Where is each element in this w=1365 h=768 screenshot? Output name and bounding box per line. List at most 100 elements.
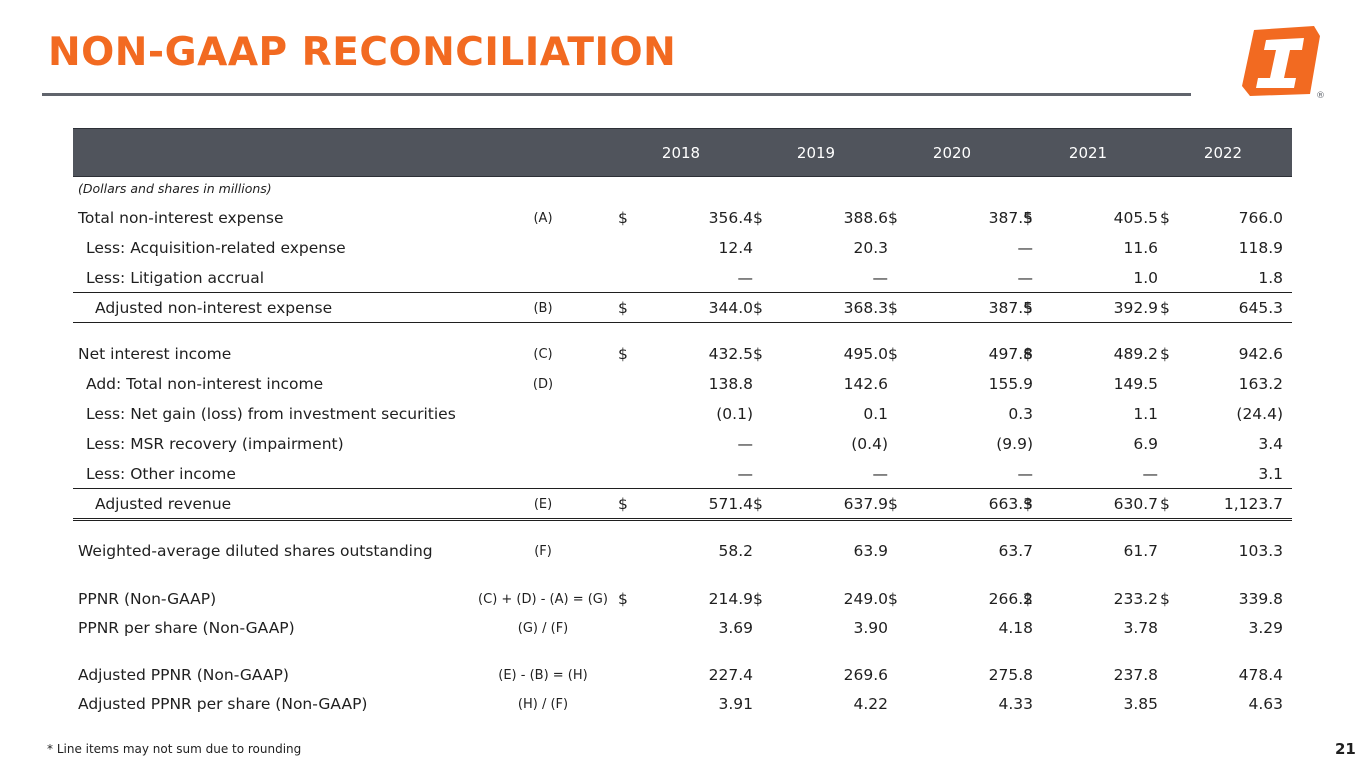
table-row: PPNR per share (Non-GAAP) (G) / (F) 3.69 3.… [73, 614, 1292, 642]
table-row: Add: Total non-interest income (D) 138.8 14… [73, 370, 1292, 398]
cell-value-2018: 3.91 [718, 695, 753, 713]
table-header: 2018 2019 2020 2021 2022 [73, 128, 1292, 177]
row-label: Less: Other income [86, 465, 236, 483]
cell-value-2021: 3.78 [1123, 619, 1158, 637]
cell-value-2020: 387.5 [988, 209, 1033, 227]
cell-value-2018: — [737, 269, 754, 287]
currency-symbol: $ [1023, 495, 1033, 513]
cell-value-2018: — [737, 465, 754, 483]
cell-value-2020: 155.9 [988, 375, 1033, 393]
cell-value-2021: 630.7 [1113, 495, 1158, 513]
cell-value-2019: 0.1 [863, 405, 888, 423]
cell-value-2021: 3.85 [1123, 695, 1158, 713]
cell-value-2018: 58.2 [718, 542, 753, 560]
currency-symbol: $ [1160, 495, 1170, 513]
row-reference: (G) / (F) [517, 621, 569, 636]
footnote: * Line items may not sum due to rounding [47, 742, 302, 756]
table-row: Less: Net gain (loss) from investment se… [73, 400, 1292, 428]
currency-symbol: $ [1023, 209, 1033, 227]
cell-value-2022: (24.4) [1236, 405, 1283, 423]
row-label: Total non-interest expense [78, 209, 284, 227]
currency-symbol: $ [888, 299, 898, 317]
cell-value-2022: 118.9 [1238, 239, 1283, 257]
table-row: Net interest income (C) $432.5 $495.0 $497.8… [73, 340, 1292, 368]
cell-value-2020: — [1017, 269, 1034, 287]
row-reference: (E) - (B) = (H) [498, 668, 588, 683]
currency-symbol: $ [753, 299, 763, 317]
cell-value-2019: — [872, 269, 889, 287]
table-row: PPNR (Non-GAAP) (C) + (D) - (A) = (G) $214… [73, 585, 1292, 613]
cell-value-2019: 495.0 [843, 345, 888, 363]
cell-value-2021: 1.0 [1133, 269, 1158, 287]
row-reference: (B) [533, 301, 553, 316]
cell-value-2019: 142.6 [843, 375, 888, 393]
currency-symbol: $ [1160, 209, 1170, 227]
cell-value-2020: 497.8 [988, 345, 1033, 363]
row-label: Adjusted PPNR per share (Non-GAAP) [78, 695, 368, 713]
cell-value-2022: 645.3 [1238, 299, 1283, 317]
row-label: Less: MSR recovery (impairment) [86, 435, 344, 453]
table-row: Adjusted PPNR per share (Non-GAAP) (H) / … [73, 690, 1292, 718]
row-label: Adjusted revenue [95, 495, 232, 513]
cell-value-2019: 63.9 [853, 542, 888, 560]
row-reference: (H) / (F) [517, 697, 569, 712]
cell-value-2022: 478.4 [1238, 666, 1283, 684]
cell-value-2022: 1.8 [1258, 269, 1283, 287]
currency-symbol: $ [888, 345, 898, 363]
cell-value-2021: 405.5 [1113, 209, 1158, 227]
cell-value-2020: 0.3 [1008, 405, 1033, 423]
table-row: Total non-interest expense (A) $356.4 $388.… [73, 204, 1292, 232]
row-reference: (C) + (D) - (A) = (G) [478, 592, 608, 607]
table-row: Less: Other income — — — — 3.1 [73, 460, 1292, 489]
cell-value-2019: 269.6 [843, 666, 888, 684]
currency-symbol: $ [618, 299, 628, 317]
cell-value-2018: 571.4 [708, 495, 753, 513]
currency-symbol: $ [888, 209, 898, 227]
registered-mark: ® [1316, 91, 1325, 100]
table-row: Adjusted revenue (E) $571.4 $637.9 $663.3 $63… [73, 490, 1292, 521]
cell-value-2020: 4.33 [998, 695, 1033, 713]
table-row: Less: Acquisition-related expense 12.4 20.… [73, 234, 1292, 262]
currency-symbol: $ [753, 345, 763, 363]
currency-symbol: $ [753, 209, 763, 227]
cell-value-2019: 249.0 [843, 590, 888, 608]
cell-value-2018: 3.69 [718, 619, 753, 637]
cell-value-2020: — [1017, 465, 1034, 483]
cell-value-2019: 3.90 [853, 619, 888, 637]
cell-value-2021: 6.9 [1133, 435, 1158, 453]
page-title: NON-GAAP RECONCILIATION [48, 30, 677, 75]
table-row: Less: Litigation accrual — — — 1.0 1.8 [73, 264, 1292, 293]
logo-letter [1256, 38, 1304, 88]
row-reference: (E) [533, 497, 553, 512]
cell-value-2019: 4.22 [853, 695, 888, 713]
row-label: Less: Net gain (loss) from investment se… [86, 405, 456, 423]
cell-value-2018: — [737, 435, 754, 453]
row-label: Net interest income [78, 345, 232, 363]
cell-value-2022: 942.6 [1238, 345, 1283, 363]
cell-value-2021: 149.5 [1113, 375, 1158, 393]
currency-symbol: $ [1160, 590, 1170, 608]
cell-value-2022: 339.8 [1238, 590, 1283, 608]
table-row: Less: MSR recovery (impairment) — (0.4) (9.… [73, 430, 1292, 458]
currency-symbol: $ [618, 495, 628, 513]
cell-value-2019: — [872, 465, 889, 483]
column-header-2022: 2022 [1203, 144, 1243, 162]
row-reference: (D) [532, 377, 554, 392]
row-label: PPNR (Non-GAAP) [78, 590, 217, 608]
row-label: Weighted-average diluted shares outstand… [78, 542, 433, 560]
cell-value-2022: 3.1 [1258, 465, 1283, 483]
cell-value-2018: 432.5 [708, 345, 753, 363]
table-row: Adjusted PPNR (Non-GAAP) (E) - (B) = (H) 2… [73, 661, 1292, 689]
row-reference: (F) [534, 544, 552, 559]
cell-value-2022: 103.3 [1238, 542, 1283, 560]
cell-value-2021: 392.9 [1113, 299, 1158, 317]
currency-symbol: $ [618, 345, 628, 363]
row-label: Adjusted non-interest expense [95, 299, 333, 317]
cell-value-2022: 1,123.7 [1223, 495, 1283, 513]
row-reference: (C) [533, 347, 553, 362]
column-header-2020: 2020 [932, 144, 972, 162]
currency-symbol: $ [1023, 345, 1033, 363]
cell-value-2021: 1.1 [1133, 405, 1158, 423]
cell-value-2022: 4.63 [1248, 695, 1283, 713]
currency-symbol: $ [888, 590, 898, 608]
